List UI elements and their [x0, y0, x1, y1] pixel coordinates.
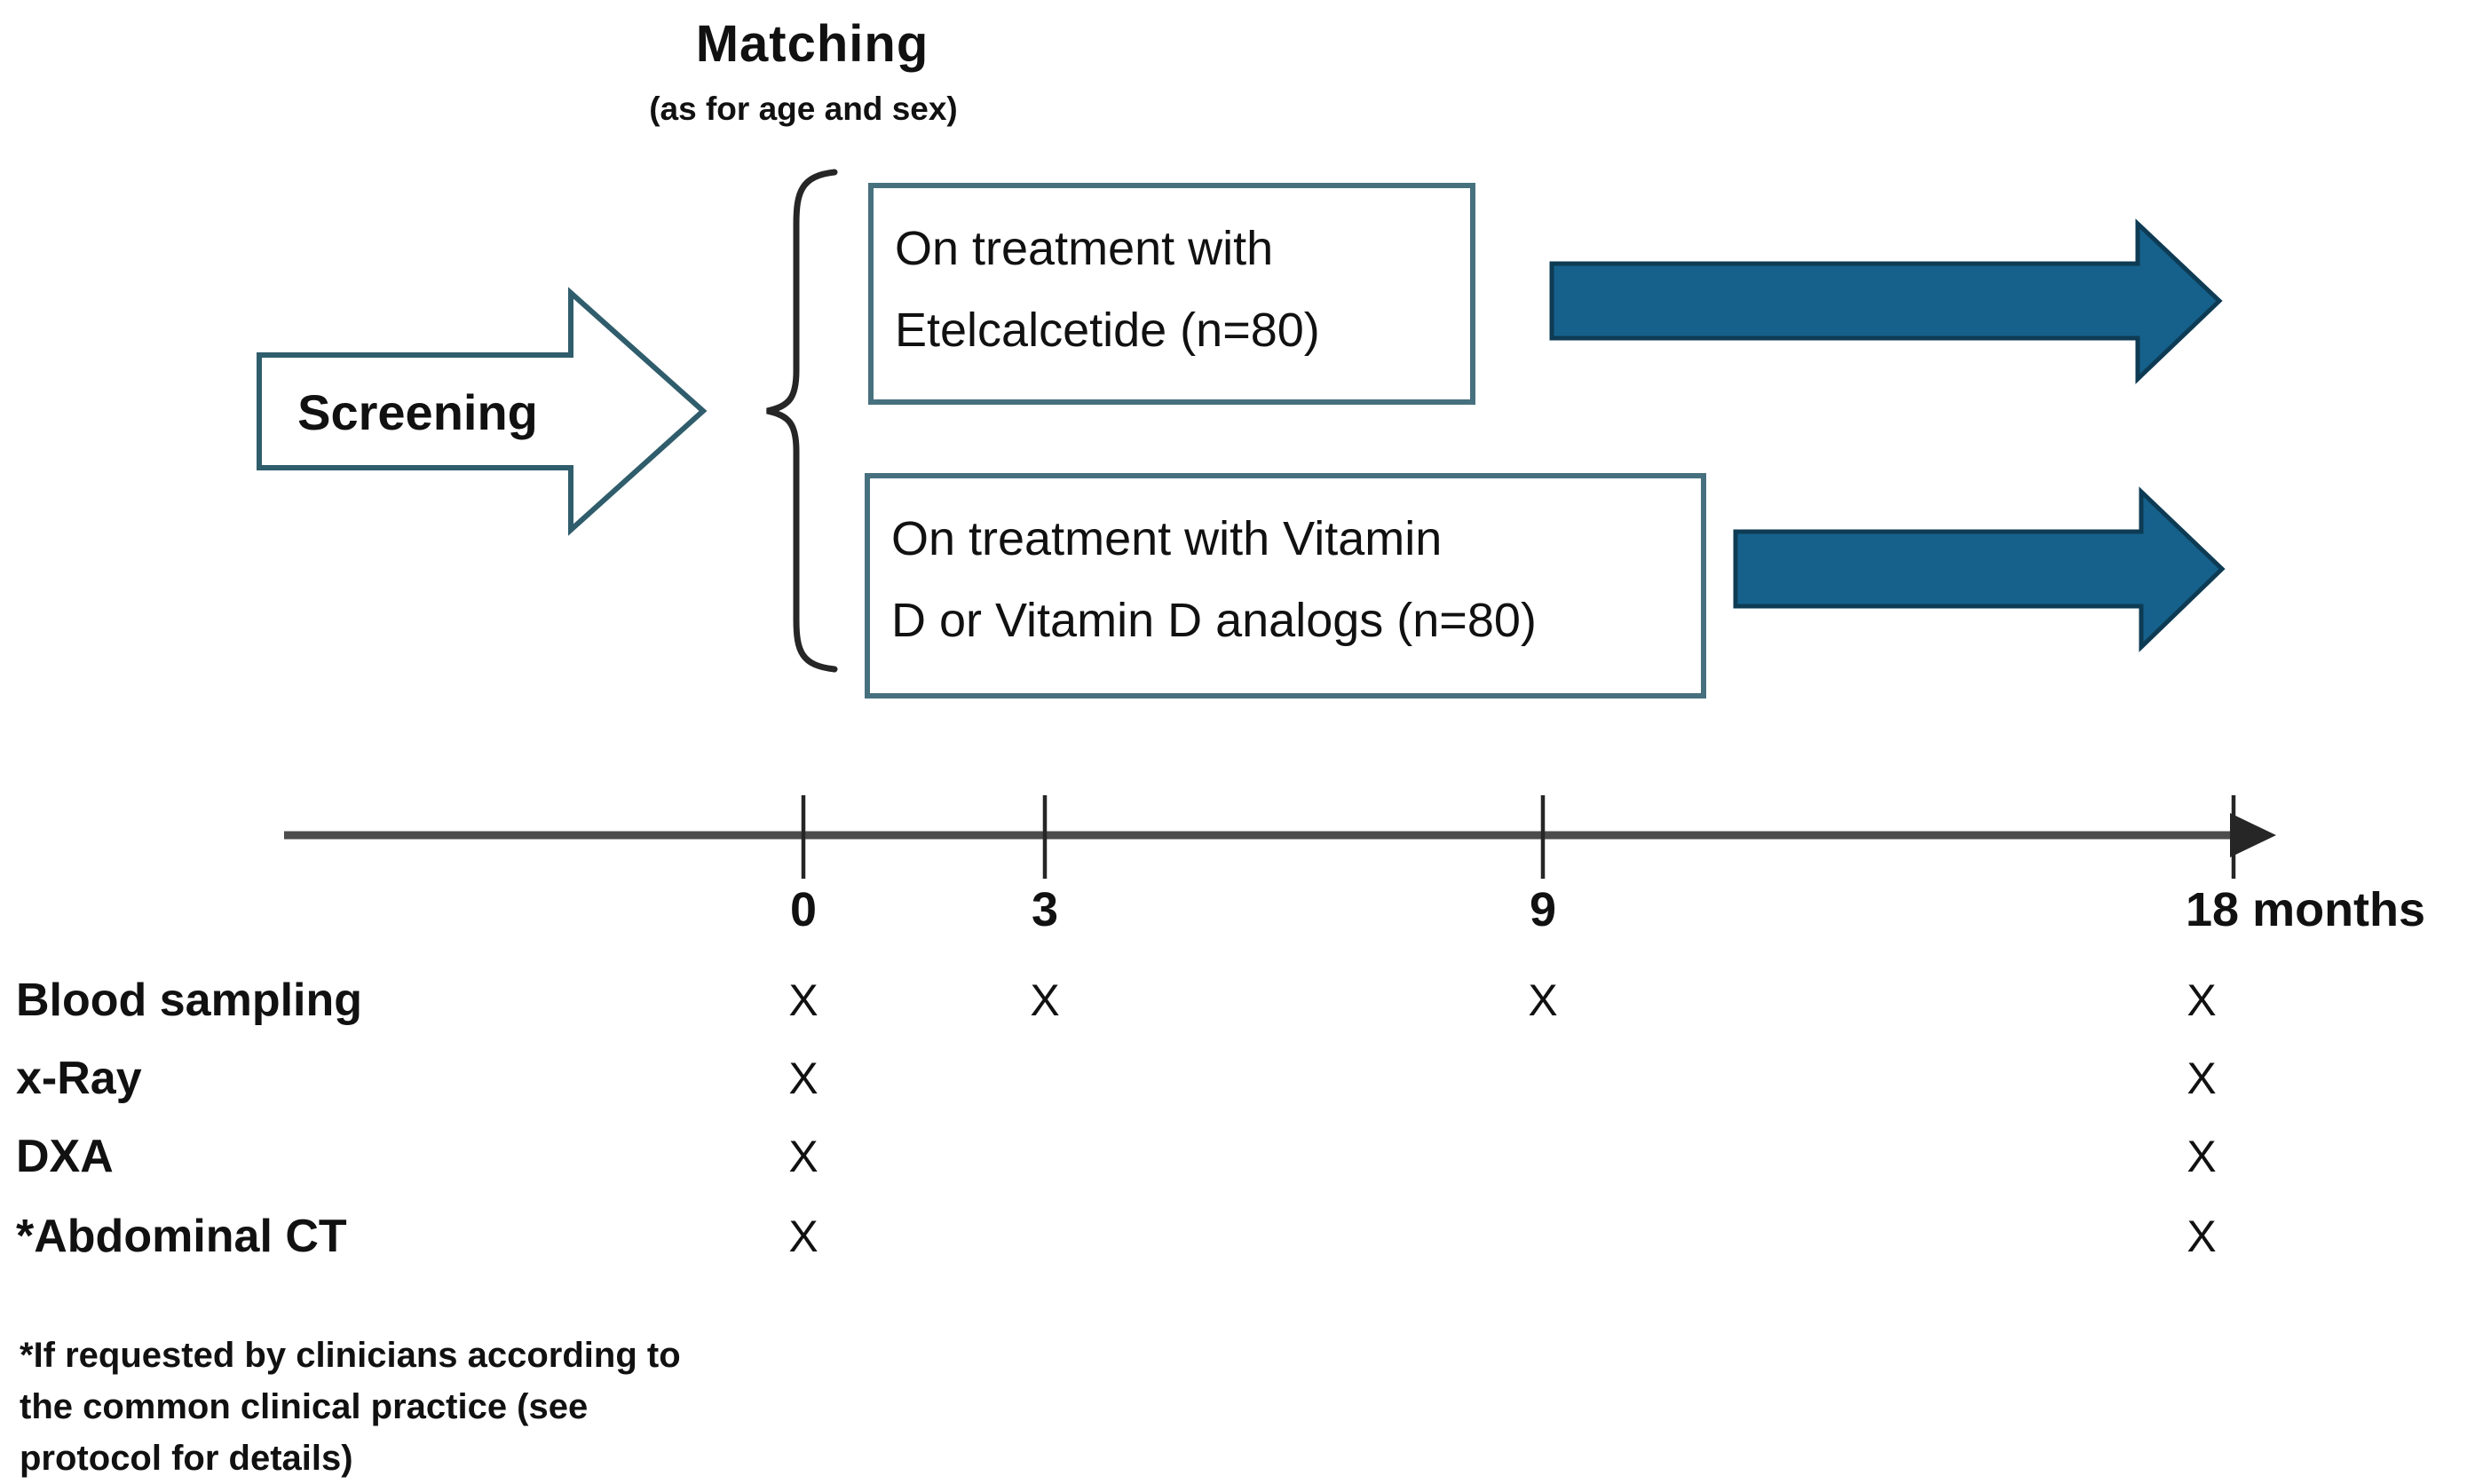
assessment-mark: X: [788, 1132, 818, 1181]
assessment-mark: X: [788, 1054, 818, 1103]
figure-subtitle: (as for age and sex): [649, 91, 958, 127]
group-box-vitamin-d: On treatment with Vitamin D or Vitamin D…: [865, 473, 1706, 699]
assessment-row-label: *Abdominal CT: [16, 1211, 347, 1262]
assessment-mark: X: [788, 975, 818, 1025]
screening-arrow-shape: [257, 287, 708, 536]
assessment-row-label: x-Ray: [16, 1053, 142, 1104]
timeline-arrowhead-icon: [2230, 813, 2276, 857]
assessment-mark: X: [2186, 1132, 2217, 1181]
assessment-mark: X: [788, 1212, 818, 1261]
figure-title: Matching: [695, 15, 929, 73]
footnote-line: the common clinical practice (see: [20, 1387, 589, 1426]
assessment-mark: X: [2186, 1054, 2217, 1103]
group-box-line: On treatment with Vitamin: [891, 512, 1443, 565]
group-box-etelcalcetide: On treatment with Etelcalcetide (n=80): [868, 183, 1475, 405]
assessment-mark: X: [1528, 975, 1558, 1025]
footnote-line: *If requested by clinicians according to: [20, 1336, 681, 1375]
group-box-line: Etelcalcetide (n=80): [895, 304, 1320, 357]
footnote-line: protocol for details): [20, 1439, 353, 1478]
group-box-line: D or Vitamin D analogs (n=80): [891, 594, 1537, 647]
timeline-label-9: 9: [1529, 883, 1557, 936]
timeline-label-0: 0: [789, 883, 818, 936]
screening-arrow-label: Screening: [297, 384, 538, 440]
followup-arrow-etelcalcetide: [1549, 218, 2223, 384]
group-box-line: On treatment with: [895, 222, 1274, 275]
assessment-row-label: DXA: [16, 1131, 114, 1182]
assessment-mark: X: [2186, 1212, 2217, 1261]
assessment-row-label: Blood sampling: [16, 975, 362, 1026]
timeline-label-18-months: 18 months: [2186, 883, 2426, 936]
assessment-mark: X: [1030, 975, 1060, 1025]
assessment-mark: X: [2186, 975, 2217, 1025]
matching-brace: [766, 169, 838, 673]
timeline-label-3: 3: [1031, 883, 1059, 936]
followup-arrow-vitamin-d: [1733, 486, 2226, 652]
